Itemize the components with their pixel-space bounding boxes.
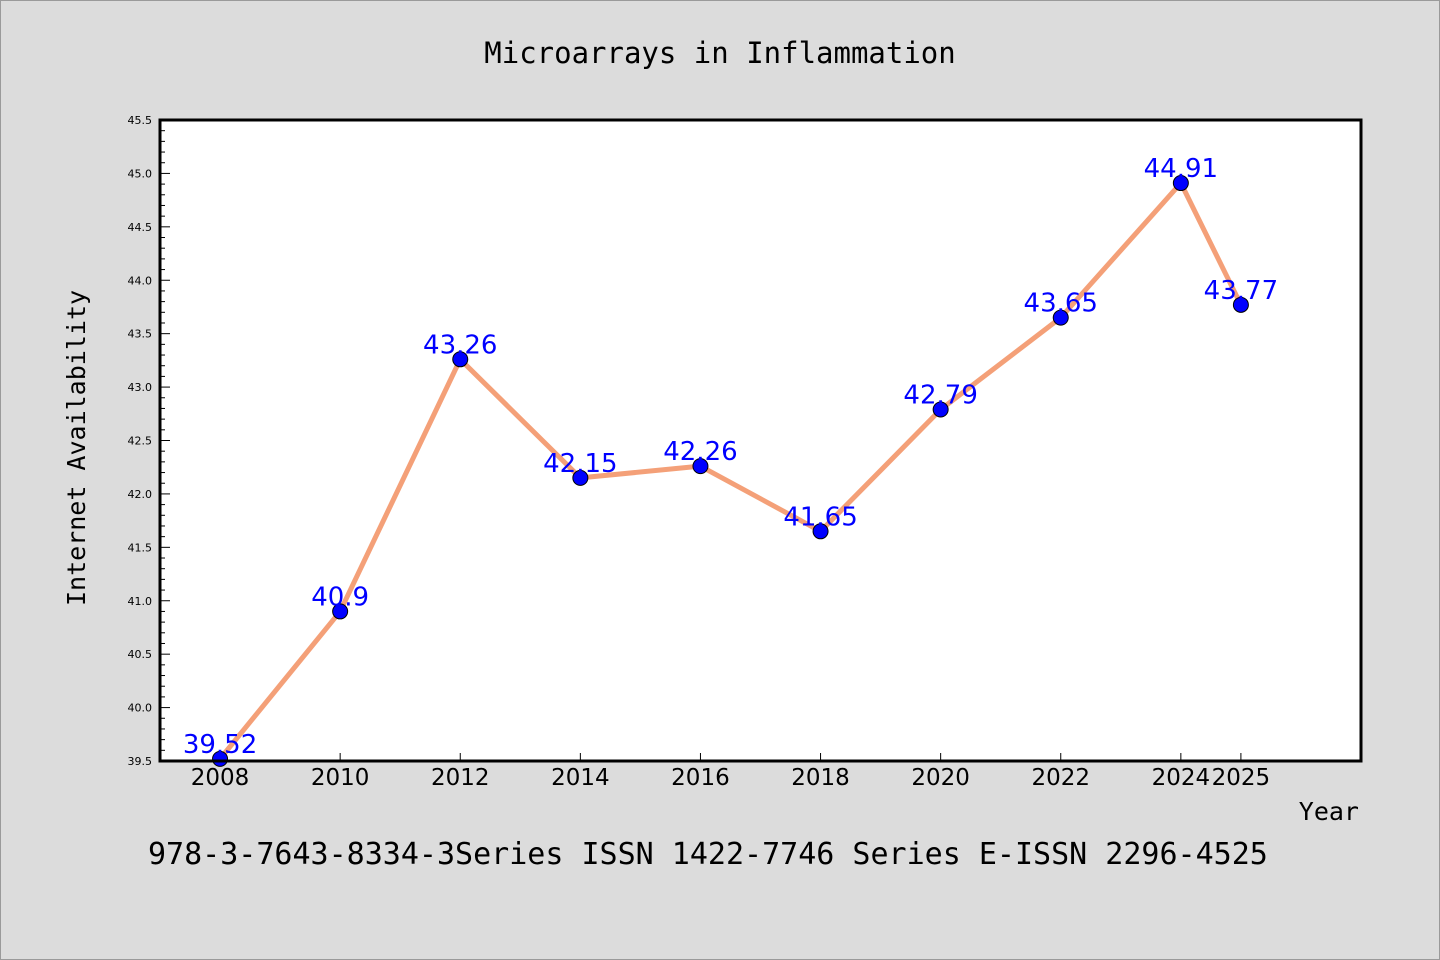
x-tick-label: 2010 bbox=[311, 765, 370, 791]
y-tick-label: 41.5 bbox=[128, 541, 153, 554]
x-tick-label: 2020 bbox=[911, 765, 970, 791]
data-point bbox=[812, 523, 829, 540]
plot-border bbox=[158, 118, 1363, 763]
data-point bbox=[1232, 296, 1249, 313]
data-label: 43.65 bbox=[1024, 289, 1098, 319]
x-axis-title: Year bbox=[1299, 797, 1359, 826]
data-point bbox=[692, 458, 709, 475]
data-point bbox=[1172, 175, 1189, 192]
x-tick-label: 2022 bbox=[1031, 765, 1090, 791]
data-label: 44.91 bbox=[1144, 154, 1218, 184]
y-tick-label: 41.0 bbox=[128, 595, 153, 608]
y-tick-label: 44.5 bbox=[128, 221, 153, 234]
chart-title: Microarrays in Inflammation bbox=[484, 36, 955, 70]
series-layer: 39.52 40.9 43.26 42.15 42.26 41.65 42.79 43.65 4… bbox=[183, 154, 1278, 767]
y-tick-label: 43.0 bbox=[128, 381, 153, 394]
y-tick-label: 42.0 bbox=[128, 488, 153, 501]
data-point bbox=[572, 469, 589, 486]
y-tick-label: 39.5 bbox=[128, 755, 153, 768]
data-label: 43.77 bbox=[1204, 276, 1278, 306]
y-tick-label: 45.5 bbox=[128, 114, 153, 127]
x-axis: 2008 2010 2012 2014 2016 2018 2020 2022 2024 2025 bbox=[191, 753, 1270, 791]
data-label: 43.26 bbox=[423, 330, 497, 360]
y-axis-title: Internet Availability bbox=[62, 290, 91, 606]
data-point bbox=[452, 351, 469, 368]
data-point bbox=[332, 603, 349, 620]
x-tick-label: 2012 bbox=[431, 765, 490, 791]
series-line bbox=[217, 180, 1244, 762]
data-label: 42.26 bbox=[663, 437, 737, 467]
footer-identifiers: 978-3-7643-8334-3Series ISSN 1422-7746 S… bbox=[148, 837, 1268, 872]
x-tick-label: 2018 bbox=[791, 765, 850, 791]
data-label: 42.15 bbox=[543, 449, 617, 479]
y-tick-label: 45.0 bbox=[128, 167, 153, 180]
y-tick-label: 43.5 bbox=[128, 328, 153, 341]
plot-area bbox=[160, 120, 1361, 761]
y-tick-label: 40.0 bbox=[128, 702, 153, 715]
data-label: 41.65 bbox=[783, 502, 857, 532]
x-tick-label: 2024 bbox=[1152, 765, 1211, 791]
data-point bbox=[1052, 309, 1069, 326]
data-point bbox=[212, 750, 229, 767]
x-tick-label: 2025 bbox=[1212, 765, 1271, 791]
data-label: 42.79 bbox=[903, 381, 977, 411]
data-label: 40.9 bbox=[311, 582, 369, 612]
x-tick-label: 2016 bbox=[671, 765, 730, 791]
y-tick-label: 40.5 bbox=[128, 648, 153, 661]
data-label: 39.52 bbox=[183, 730, 257, 760]
data-point bbox=[932, 401, 949, 418]
x-tick-label: 2014 bbox=[551, 765, 610, 791]
x-tick-label: 2008 bbox=[191, 765, 250, 791]
y-tick-label: 42.5 bbox=[128, 435, 153, 448]
y-tick-label: 44.0 bbox=[128, 274, 153, 287]
